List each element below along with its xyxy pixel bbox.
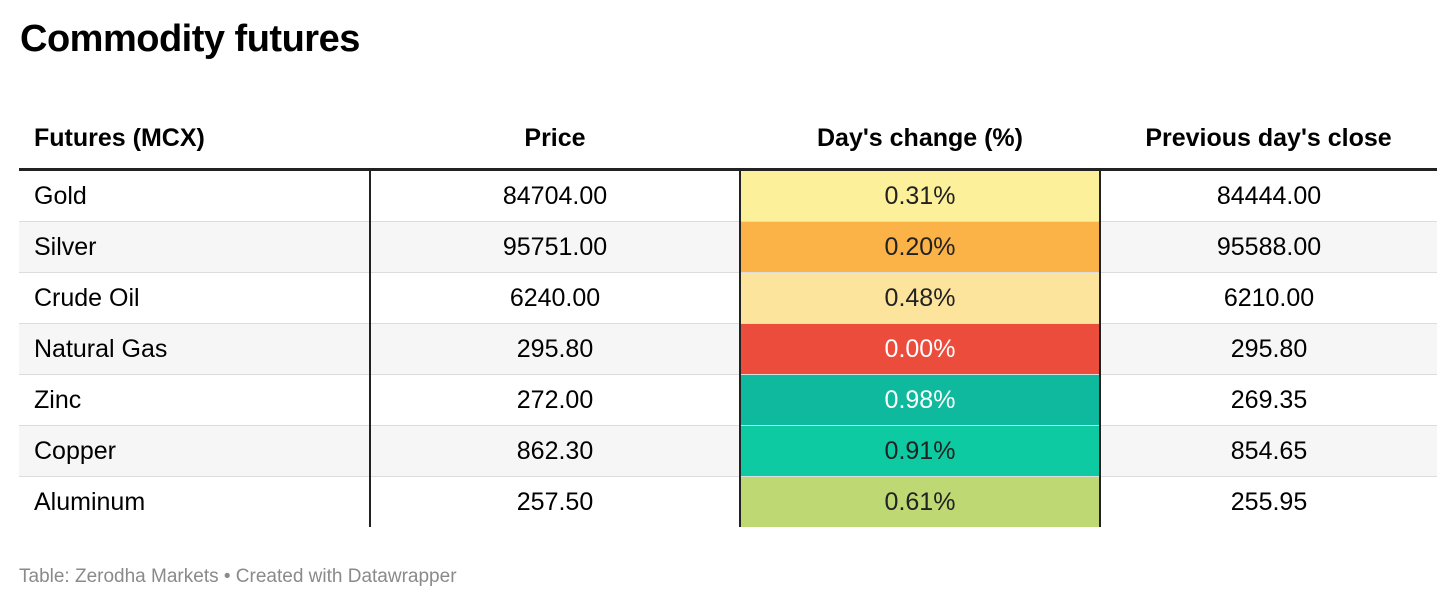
cell-previous-close: 6210.00	[1100, 272, 1437, 324]
table-row: Gold 84704.00 0.31% 84444.00	[19, 169, 1437, 222]
column-header-previous-close[interactable]: Previous day's close	[1100, 108, 1437, 171]
cell-previous-close: 255.95	[1230, 487, 1308, 516]
cell-price: 257.50	[370, 476, 741, 527]
cell-days-change: 0.20%	[740, 221, 1101, 273]
cell-previous-close: 95588.00	[1100, 221, 1437, 273]
cell-price: 6240.00	[370, 272, 741, 324]
cell-price: 95751.00	[370, 221, 741, 273]
cell-price: 862.30	[370, 425, 741, 477]
cell-futures-name: Zinc	[19, 374, 371, 426]
cell-previous-close: 854.65	[1100, 425, 1437, 477]
cell-days-change: 0.31%	[740, 169, 1101, 222]
cell-price: 84704.00	[370, 169, 741, 222]
table-row: Natural Gas 295.80 0.00% 295.80	[19, 323, 1437, 375]
cell-previous-close: 84444.00	[1100, 169, 1437, 222]
cell-previous-close: 295.80	[1100, 323, 1437, 375]
cell-futures-name: Natural Gas	[19, 323, 371, 375]
column-header-days-change[interactable]: Day's change (%)	[740, 108, 1100, 171]
table-row: Silver 95751.00 0.20% 95588.00	[19, 221, 1437, 273]
cell-price: 272.00	[370, 374, 741, 426]
cell-price: 295.80	[370, 323, 741, 375]
cell-previous-close: 269.35	[1100, 374, 1437, 426]
column-header-price[interactable]: Price	[370, 108, 740, 171]
cell-futures-name: Gold	[19, 169, 371, 222]
cell-days-change: 0.91%	[740, 425, 1101, 477]
table-body: Gold 84704.00 0.31% 84444.00 Silver 95751.00 0…	[19, 169, 1437, 527]
chart-title: Commodity futures	[20, 18, 360, 60]
cell-futures-name: Crude Oil	[19, 272, 371, 324]
cell-days-change: 0.98%	[740, 374, 1101, 426]
cell-days-change: 0.00%	[740, 323, 1101, 375]
cell-days-change: 0.61%	[740, 476, 1101, 527]
source-footer: Table: Zerodha Markets • Created with Da…	[19, 566, 457, 587]
table-row: Aluminum 257.50 0.61% 255.95	[19, 476, 1437, 527]
cell-futures-name: Aluminum	[19, 476, 371, 527]
table-row: Zinc 272.00 0.98% 269.35	[19, 374, 1437, 426]
cell-futures-name: Copper	[19, 425, 371, 477]
commodity-table: Futures (MCX) Price Day's change (%) Pre…	[19, 108, 1437, 527]
table-row: Crude Oil 6240.00 0.48% 6210.00	[19, 272, 1437, 324]
cell-days-change: 0.48%	[740, 272, 1101, 324]
cell-futures-name: Silver	[19, 221, 371, 273]
column-header-futures[interactable]: Futures (MCX)	[19, 108, 370, 171]
table-header-row: Futures (MCX) Price Day's change (%) Pre…	[19, 108, 1437, 171]
table-row: Copper 862.30 0.91% 854.65	[19, 425, 1437, 477]
